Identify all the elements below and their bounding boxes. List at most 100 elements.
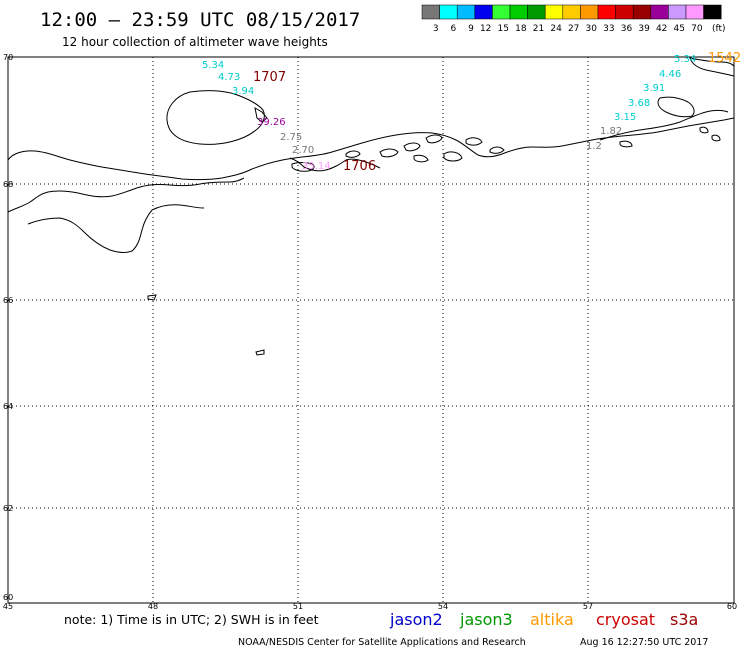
satellite-altika: altika [530, 610, 574, 629]
satellite-s3a: s3a [670, 610, 698, 629]
legend-label: 9 [468, 24, 474, 34]
legend-unit: (ft) [712, 24, 726, 34]
legend-swatch [632, 4, 652, 20]
legend-swatch [421, 4, 440, 20]
swh-value: 1706 [343, 159, 376, 174]
lon-label: 48 [148, 602, 158, 611]
swh-value: 1.2 [586, 141, 602, 152]
map-frame [7, 56, 735, 604]
islet-5 [443, 151, 463, 162]
vaygach-island [657, 96, 695, 118]
novaya-zemlya [689, 57, 735, 77]
legend-swatch [456, 4, 476, 20]
mainland-coast [7, 117, 735, 181]
legend-swatch [703, 4, 722, 20]
legend-swatch [668, 4, 687, 20]
lon-labels: 45 48 51 54 57 60 [3, 602, 737, 611]
legend-label: 24 [550, 24, 562, 34]
legend-label: 15 [498, 24, 509, 34]
legend-swatch [597, 4, 616, 20]
delta-islet [291, 162, 315, 172]
footer-timestamp: Aug 16 12:27:50 UTC 2017 [580, 637, 708, 648]
coast-west [7, 177, 245, 213]
legend-label: 27 [568, 24, 579, 34]
swh-value: 1.82 [600, 126, 622, 137]
lon-label: 51 [293, 602, 303, 611]
legend-swatch [562, 4, 581, 20]
legend-label: 42 [656, 24, 667, 34]
island-tip [254, 107, 268, 123]
swh-value: 3.15 [614, 112, 636, 123]
legend-swatch [650, 4, 669, 20]
wave-height-legend: 3 6 9 12 15 18 21 24 27 30 33 36 39 42 45 70 [421, 4, 722, 34]
swh-value: 3.94 [232, 86, 254, 97]
islet-3 [425, 134, 443, 144]
legend-label: 33 [603, 24, 614, 34]
lon-label: 54 [438, 602, 448, 611]
legend-swatch [527, 4, 546, 20]
lat-label: 64 [3, 402, 13, 411]
islet-1 [379, 148, 399, 158]
swh-value: 4.46 [659, 69, 681, 80]
islet-4 [413, 154, 429, 163]
islet-12 [147, 294, 157, 301]
lat-label: 68 [3, 180, 13, 189]
lat-label: 62 [3, 504, 13, 513]
islet-10 [711, 134, 721, 142]
legend-swatch [509, 4, 528, 20]
graticule [8, 57, 734, 603]
swh-value: 3.91 [643, 83, 665, 94]
islet-7 [489, 146, 505, 154]
satellite-legend: jason2 jason3 altika cryosat s3a [389, 610, 698, 629]
islet-6 [465, 137, 483, 146]
satellite-cryosat: cryosat [596, 610, 655, 629]
lon-label: 57 [583, 602, 593, 611]
swh-value: 5.34 [202, 60, 224, 71]
lat-labels: 70 68 66 64 62 60 [3, 53, 13, 602]
swh-value: 5.34 [674, 54, 696, 65]
legend-swatch [685, 4, 704, 20]
legend-swatch [474, 4, 493, 20]
legend-label: 30 [586, 24, 598, 34]
map-title: 12:00 – 23:59 UTC 08/15/2017 [40, 9, 360, 31]
islet-13 [255, 349, 265, 356]
islet-11 [619, 140, 633, 148]
lat-label: 60 [3, 593, 13, 602]
legend-swatch [544, 4, 564, 20]
legend-label: 3 [433, 24, 439, 34]
kolguev-island [166, 90, 265, 145]
legend-label: 6 [450, 24, 456, 34]
legend-swatch [615, 4, 634, 20]
swh-value: 3.68 [628, 98, 650, 109]
coast-bay [151, 204, 205, 211]
pechora-bay [289, 157, 381, 172]
lat-label: 70 [3, 53, 13, 62]
footer-credit: NOAA/NESDIS Center for Satellite Applica… [238, 637, 526, 648]
swh-value: 4.73 [218, 72, 240, 83]
islet-2 [403, 142, 421, 152]
yugorsky-peninsula [599, 110, 729, 141]
satellite-jason3: jason3 [459, 610, 513, 629]
lon-label: 60 [727, 602, 737, 611]
legend-swatch [580, 4, 599, 20]
legend-label: 36 [621, 24, 633, 34]
lon-label: 45 [3, 602, 13, 611]
swh-value: 35.14 [302, 161, 331, 172]
swh-value: 1542 [708, 51, 740, 66]
legend-label: 21 [533, 24, 544, 34]
legend-label: 12 [480, 24, 491, 34]
swh-value: 1707 [253, 70, 286, 85]
islet-9 [699, 126, 709, 134]
swh-value: 2.70 [292, 145, 314, 156]
legend-label: 45 [674, 24, 685, 34]
legend-swatch [439, 4, 458, 20]
coastline [7, 57, 735, 356]
lat-label: 66 [3, 296, 13, 305]
legend-label: 18 [515, 24, 527, 34]
islet-8 [345, 150, 361, 158]
footer-note: note: 1) Time is in UTC; 2) SWH is in fe… [64, 612, 319, 627]
legend-label: 70 [691, 24, 703, 34]
map-subtitle: 12 hour collection of altimeter wave hei… [62, 35, 328, 49]
